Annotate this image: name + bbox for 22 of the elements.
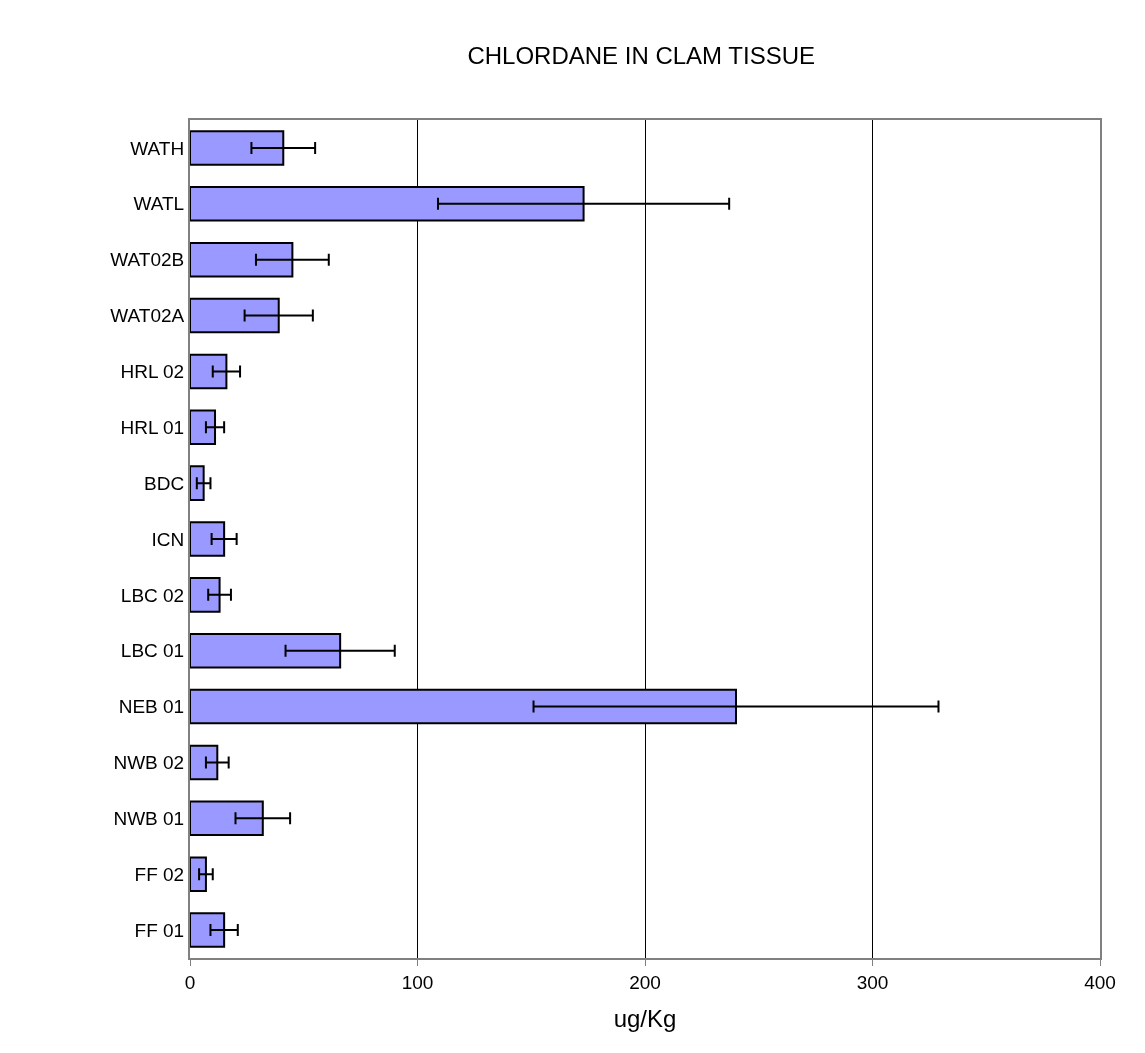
x-axis-title: ug/Kg	[613, 1004, 677, 1032]
y-tick-label: WAT02B	[110, 249, 185, 271]
y-tick-label: HRL 01	[120, 416, 185, 438]
y-tick-label: HRL 02	[120, 361, 185, 383]
x-tick-label: 200	[629, 971, 661, 993]
y-tick-label: FF 01	[134, 919, 185, 941]
y-tick-label: LBC 01	[120, 640, 185, 662]
x-tick-label: 0	[184, 971, 196, 993]
y-tick-label: NWB 02	[113, 752, 185, 774]
y-tick-label: WATH	[130, 137, 185, 159]
y-tick-label: BDC	[144, 472, 185, 494]
y-tick-label: NEB 01	[118, 696, 185, 718]
y-tick-label: ICN	[151, 528, 185, 550]
x-tick-label: 100	[401, 971, 434, 993]
x-tick-label: 300	[856, 971, 889, 993]
chart-title: CHLORDANE IN CLAM TISSUE	[467, 42, 816, 70]
y-tick-label: FF 02	[134, 863, 185, 885]
x-tick-label: 400	[1084, 971, 1116, 993]
y-tick-label: LBC 02	[120, 584, 185, 606]
y-tick-label: NWB 01	[113, 807, 185, 829]
y-tick-label: WATL	[133, 193, 185, 215]
y-tick-label: WAT02A	[110, 305, 185, 327]
